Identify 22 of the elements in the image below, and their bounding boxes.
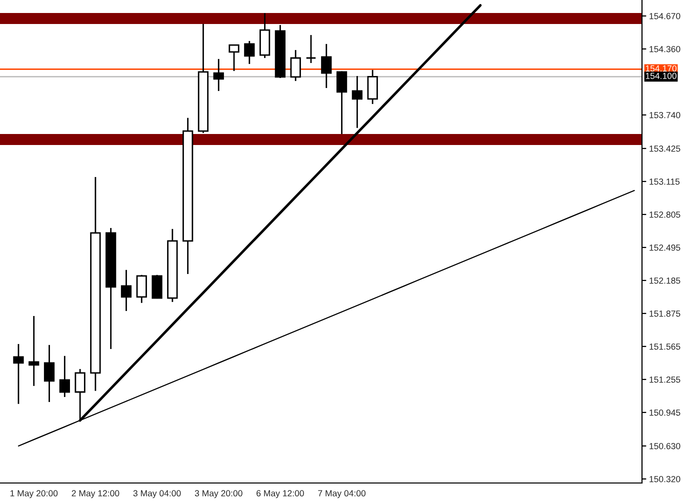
y-tick-label: 150.630 bbox=[650, 443, 680, 450]
x-tick-label: 7 May 04:00 bbox=[318, 490, 366, 498]
y-tick-label: 151.565 bbox=[650, 344, 680, 350]
y-tick-label: 153.115 bbox=[650, 178, 680, 185]
y-tick-label: 150.320 bbox=[650, 476, 680, 482]
y-tick-label: 151.255 bbox=[650, 376, 680, 383]
y-tick-label: 150.945 bbox=[650, 409, 680, 416]
y-tick-label: 154.670 bbox=[650, 13, 680, 20]
y-tick-label: 153.740 bbox=[650, 112, 680, 118]
x-tick-label: 3 May 20:00 bbox=[194, 490, 242, 498]
y-tick-label: 153.425 bbox=[650, 146, 680, 152]
y-tick-label: 152.495 bbox=[650, 244, 680, 251]
x-tick-label: 6 May 12:00 bbox=[256, 490, 304, 498]
x-tick-label: 2 May 12:00 bbox=[72, 490, 120, 498]
y-tick-label: 152.805 bbox=[650, 212, 680, 218]
x-tick-label: 1 May 20:00 bbox=[10, 490, 58, 498]
y-tick-label: 152.185 bbox=[650, 278, 680, 284]
x-tick-label: 3 May 04:00 bbox=[133, 490, 181, 498]
ref-line-label: 154.170 bbox=[646, 65, 676, 72]
ref-line-label: 154.100 bbox=[646, 72, 676, 79]
y-tick-label: 154.360 bbox=[650, 46, 680, 52]
y-tick-label: 151.875 bbox=[650, 310, 680, 317]
